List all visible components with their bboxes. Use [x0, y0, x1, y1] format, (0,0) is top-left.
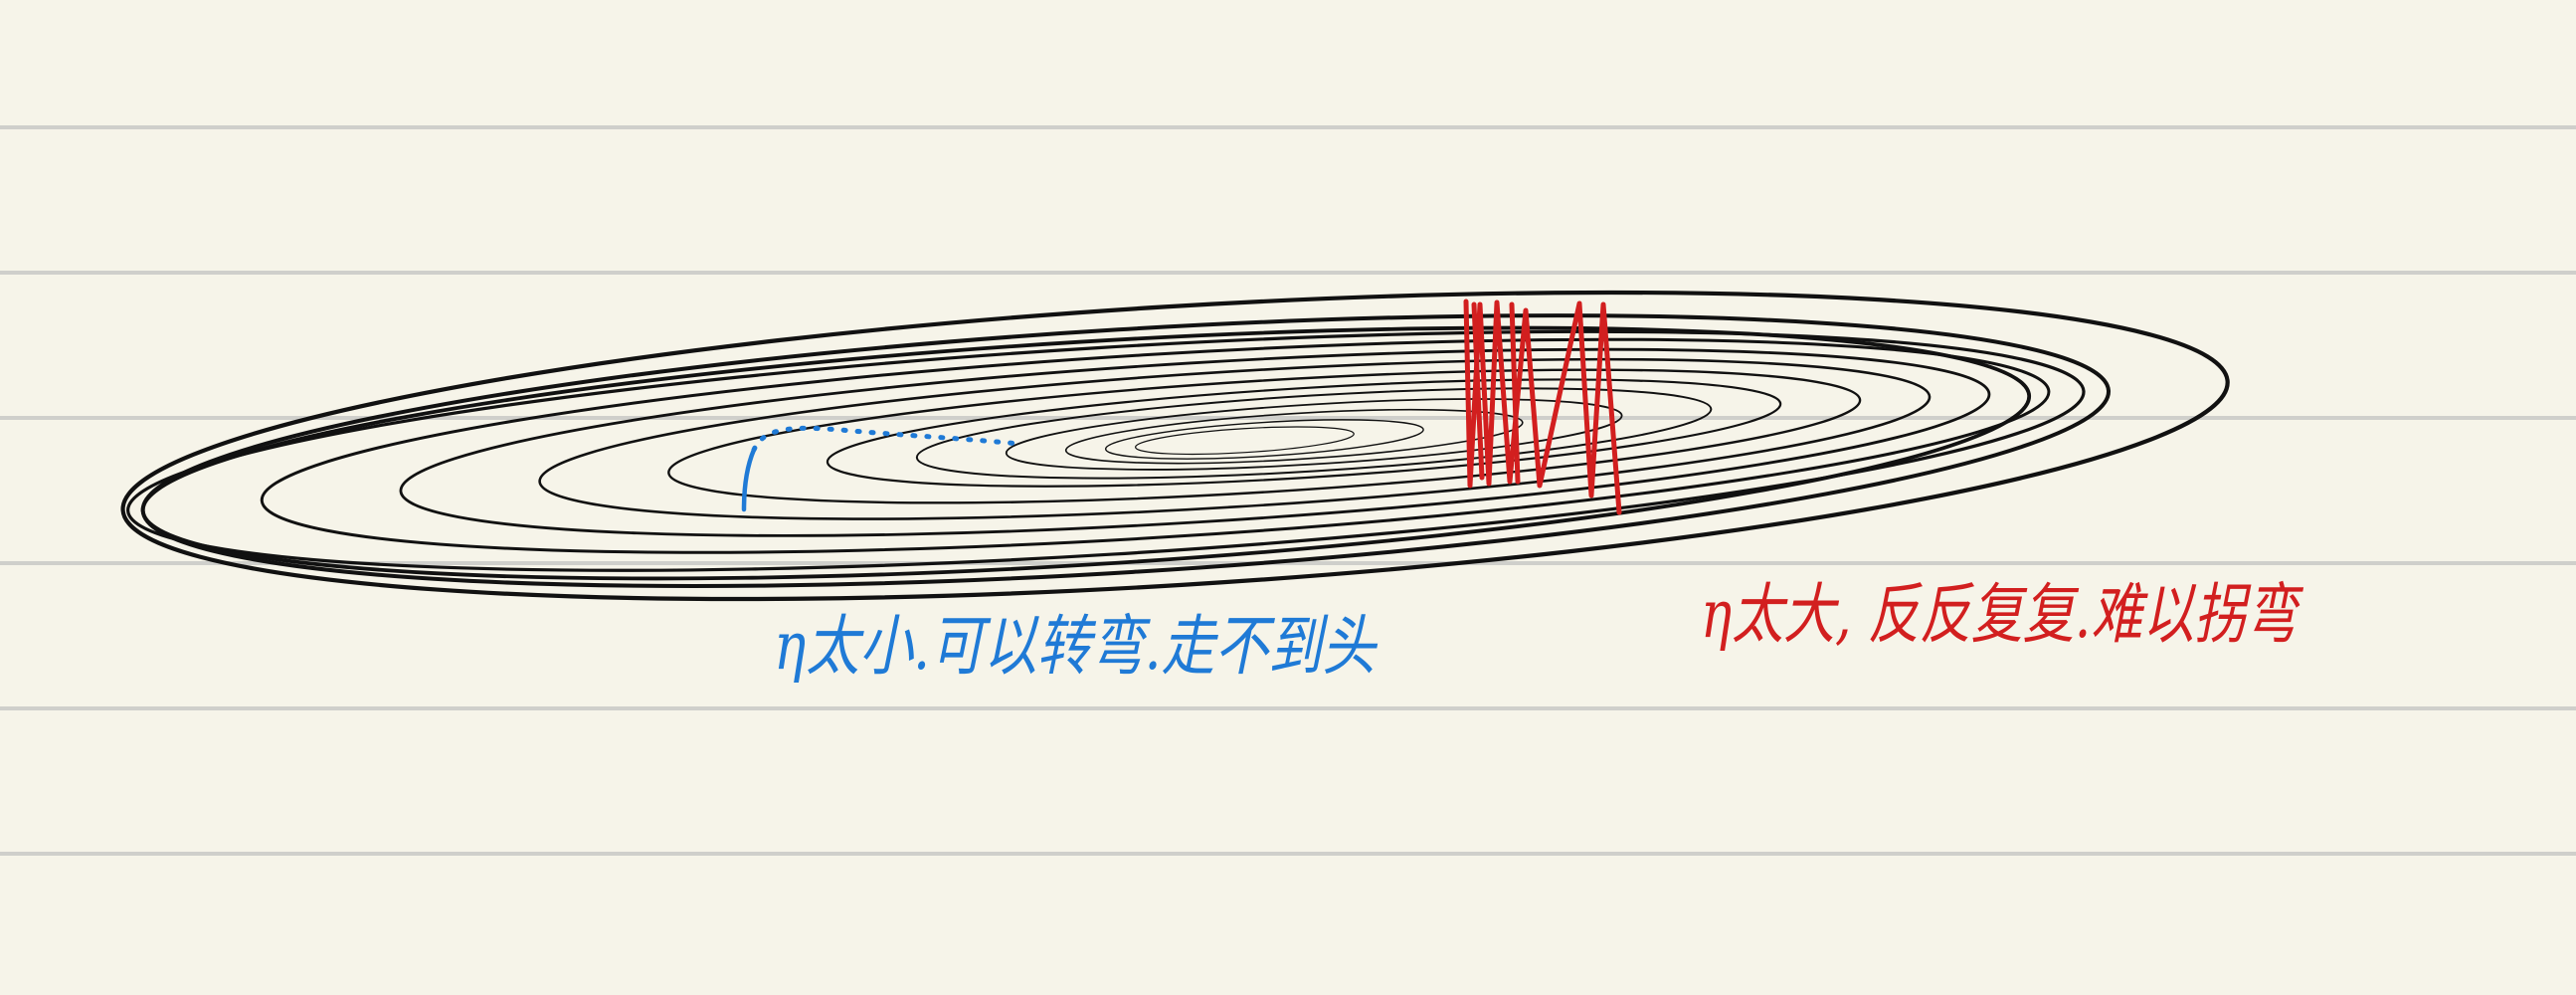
contour-ellipse [1135, 422, 1355, 459]
small-lr-path-start [744, 450, 754, 509]
small-lr-note: η太小.可以转弯.走不到头 [774, 608, 1378, 685]
small-lr-path [744, 428, 1019, 509]
large-lr-note: η太大, 反反复复.难以拐弯 [1701, 576, 2303, 653]
